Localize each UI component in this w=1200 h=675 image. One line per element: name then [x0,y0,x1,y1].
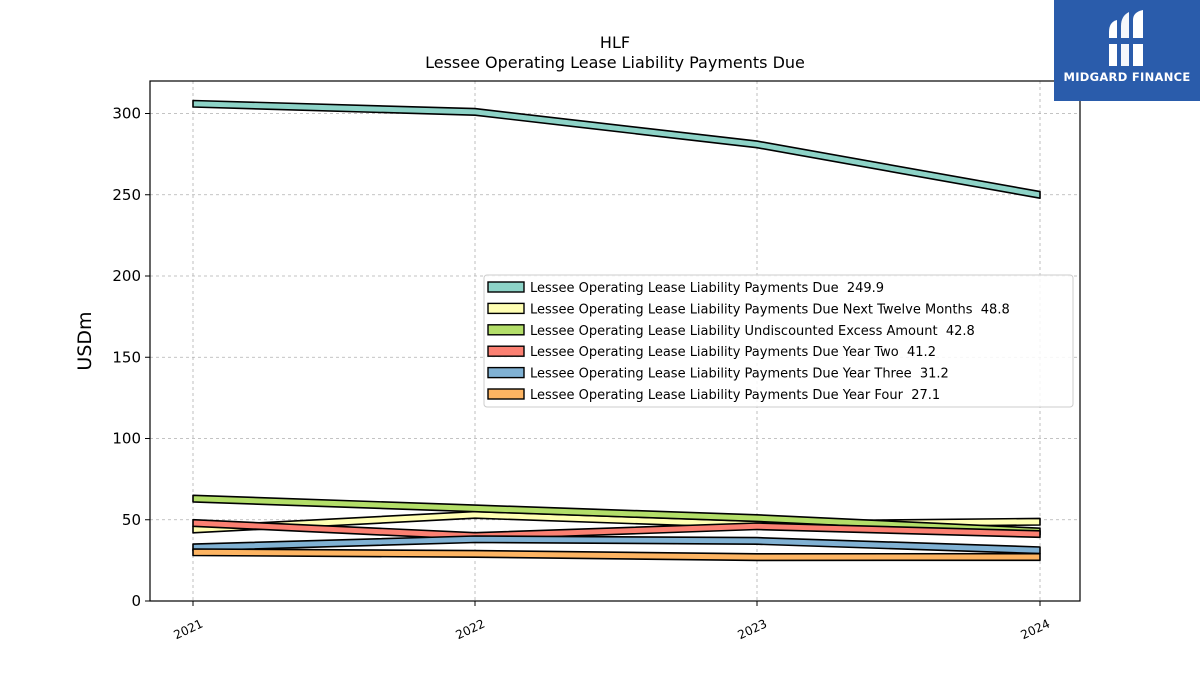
legend-label-4: Lessee Operating Lease Liability Payment… [530,345,936,360]
legend-label-2: Lessee Operating Lease Liability Payment… [530,302,1010,317]
x-tick-label: 2022 [454,617,488,643]
x-tick-label: 2021 [172,617,206,643]
logo-mark-icon [1107,10,1145,66]
y-tick-label: 200 [112,267,141,285]
y-tick-label: 250 [112,186,141,204]
legend-swatch-3 [487,324,525,336]
legend: Lessee Operating Lease Liability Payment… [483,274,1074,408]
legend-swatch-4 [487,345,525,357]
legend-label-3: Lessee Operating Lease Liability Undisco… [530,324,975,339]
y-tick-label: 300 [112,105,141,123]
x-tick-label: 2023 [736,617,770,643]
plot-frame [149,80,1081,602]
y-axis-label: USDm [74,311,96,370]
legend-swatch-6 [487,388,525,400]
chart-title: HLF [600,33,630,52]
series-layer [192,99,1041,562]
legend-label-6: Lessee Operating Lease Liability Payment… [530,388,940,403]
legend-label-1: Lessee Operating Lease Liability Payment… [530,281,884,296]
y-tick-label: 50 [122,511,141,529]
legend-swatch-5 [487,366,525,379]
legend-swatch-1 [487,281,525,293]
legend-box [483,274,1074,408]
x-axis-ticks: 2021 2022 2023 2024 [172,601,1053,643]
logo-text: MIDGARD FINANCE [1063,70,1191,84]
y-tick-label: 150 [112,348,141,366]
chart-subtitle: Lessee Operating Lease Liability Payment… [425,53,805,72]
x-tick-label: 2024 [1019,617,1053,643]
brand-logo: MIDGARD FINANCE [1054,0,1200,101]
y-tick-label: 0 [131,592,141,610]
legend-swatch-2 [487,302,525,315]
series-line-6 [192,548,1041,562]
y-tick-label: 100 [112,430,141,448]
legend-label-5: Lessee Operating Lease Liability Payment… [530,367,949,382]
series-line-4 [192,518,1041,541]
series-line-1 [192,99,1041,199]
y-axis-ticks: 0 50 100 150 200 250 300 [112,105,150,610]
